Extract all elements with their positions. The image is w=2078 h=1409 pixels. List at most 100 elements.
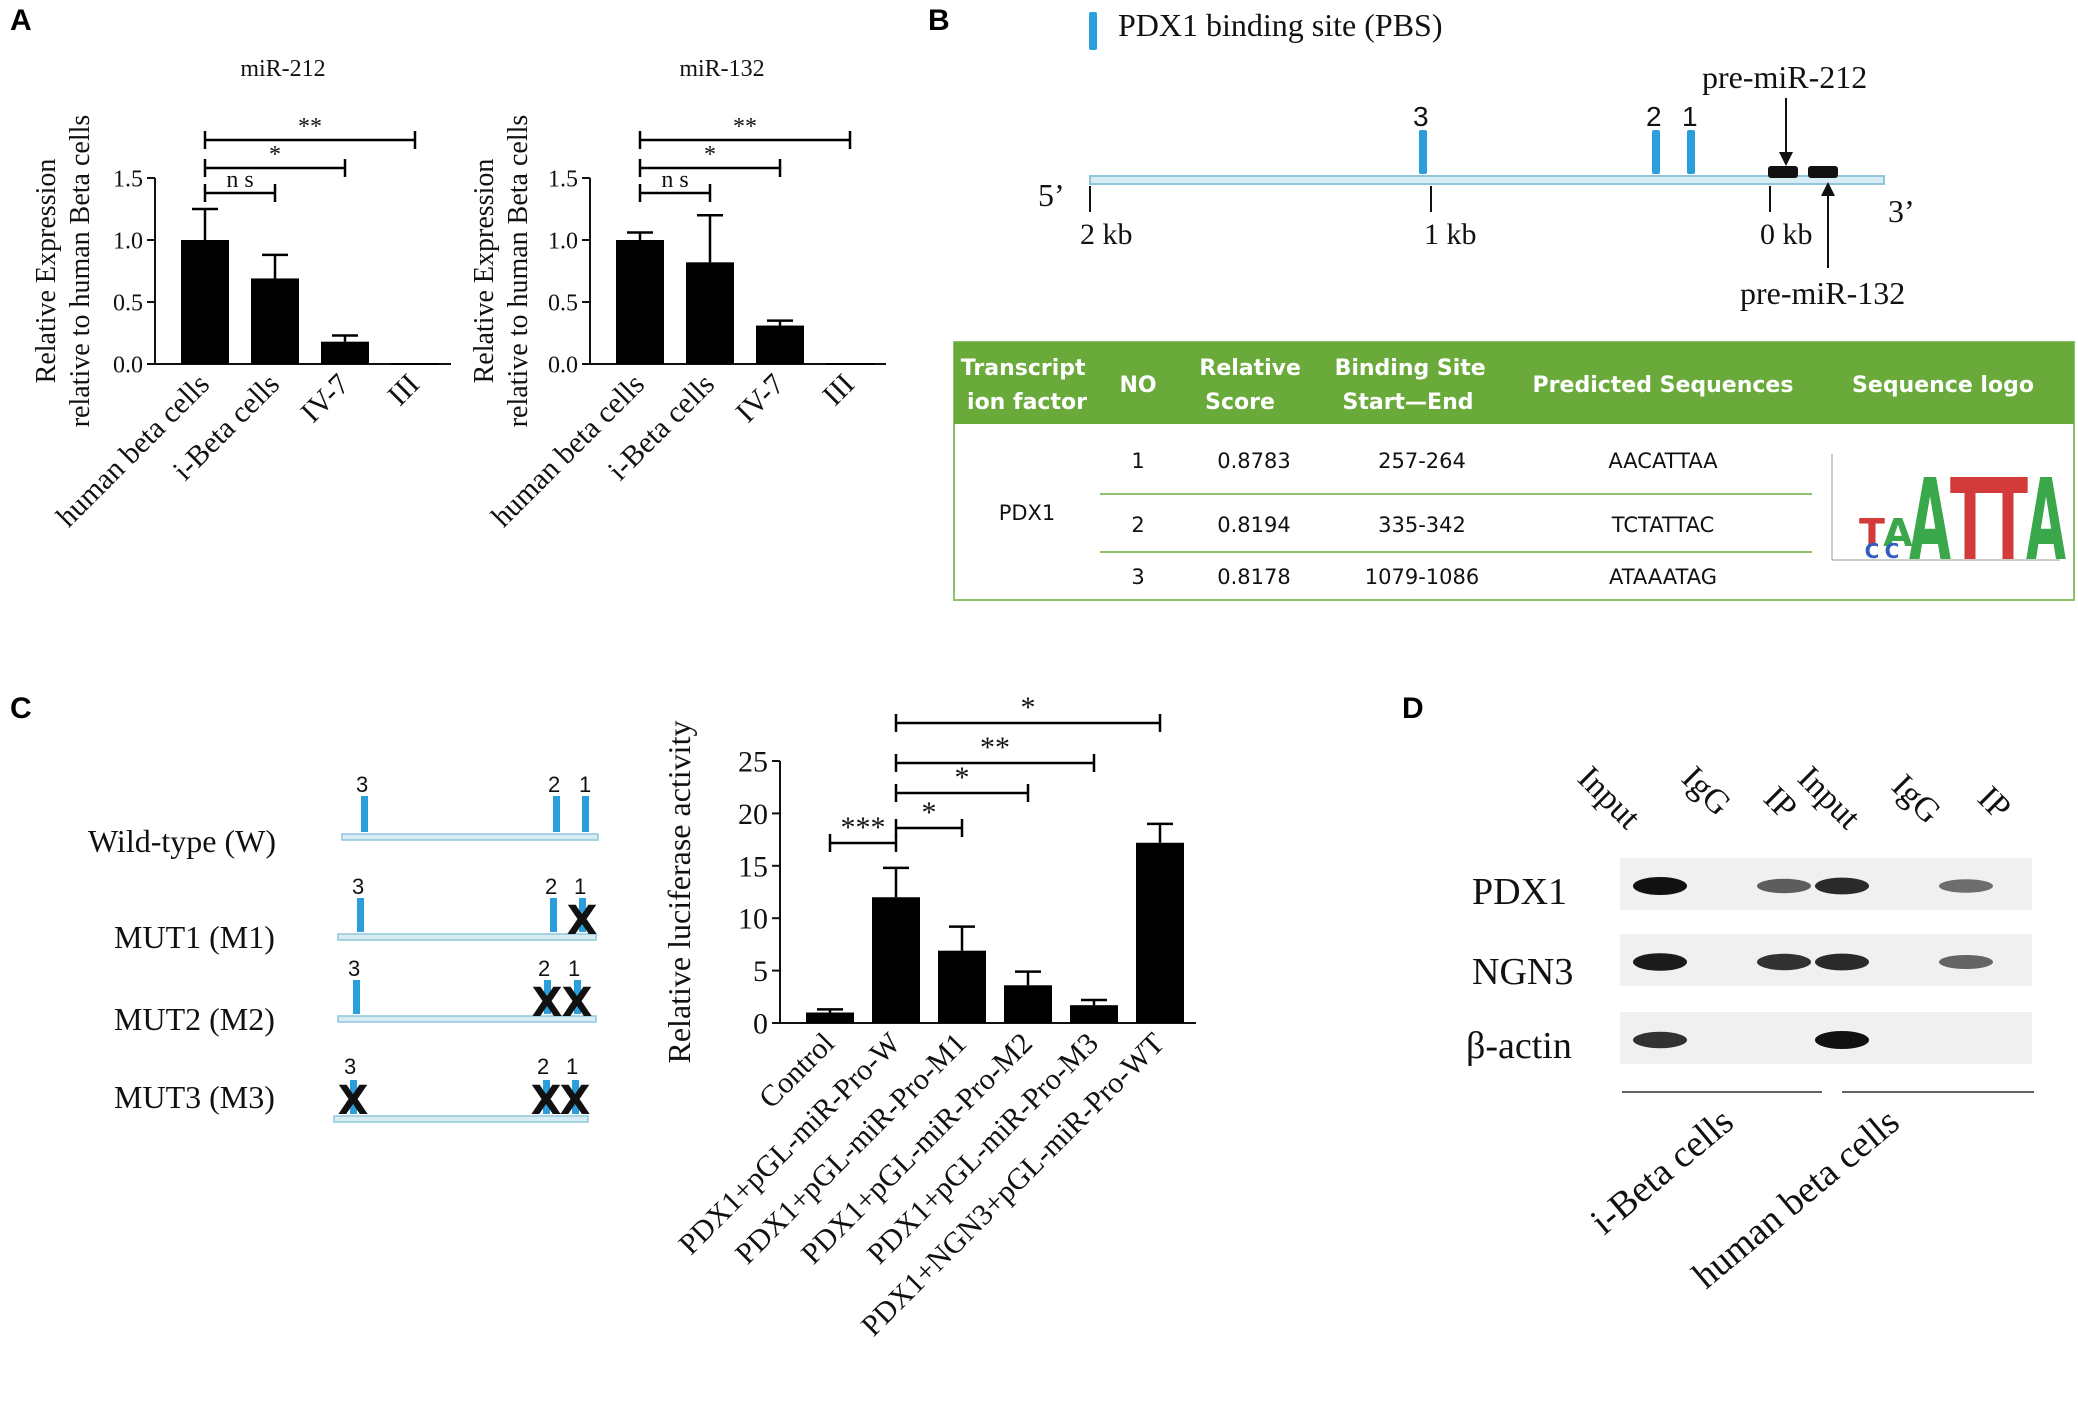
table-header-sequences: Predicted Sequences — [1533, 373, 1794, 398]
mutation-mark-icon: X — [567, 898, 598, 944]
construct-site-label: 1 — [568, 956, 580, 981]
construct-site-label: 3 — [352, 874, 364, 899]
construct-site — [544, 980, 551, 1014]
pre-mir-212-label: pre-miR-212 — [1702, 59, 1867, 95]
significance-label: * — [269, 142, 281, 168]
blot-band — [1939, 879, 1993, 893]
group-label-ibeta: i-Beta cells — [1583, 1100, 1742, 1243]
construct-site-label: 2 — [538, 956, 550, 981]
pbs-legend-icon — [1089, 12, 1097, 50]
category-label: IV-7 — [294, 368, 355, 429]
construct-label-m2: MUT2 (M2) — [114, 1001, 275, 1037]
table-row3-score: 0.8178 — [1217, 565, 1290, 589]
construct-site-label: 3 — [344, 1054, 356, 1079]
construct-label-wt: Wild-type (W) — [88, 823, 276, 859]
significance-label: ** — [980, 731, 1010, 764]
mutation-mark-icon: X — [531, 1078, 562, 1124]
construct-line — [341, 833, 599, 841]
binding-site-1 — [1687, 130, 1695, 174]
blot-band — [1815, 953, 1869, 971]
site-label-3: 3 — [1413, 101, 1429, 132]
chart-title: miR-212 — [240, 56, 325, 82]
significance-label: ** — [733, 114, 757, 140]
bar — [1136, 842, 1184, 1023]
y-tick-label: 0.0 — [113, 352, 143, 378]
logo-letter: A — [2026, 456, 2066, 586]
y-tick-label: 20 — [738, 798, 768, 831]
pre-mir-212-arrowhead — [1779, 152, 1793, 166]
binding-site-3 — [1419, 130, 1427, 174]
y-tick-label: 0.0 — [548, 352, 578, 378]
table-row1-score: 0.8783 — [1217, 449, 1290, 473]
category-label: IV-7 — [729, 368, 790, 429]
y-axis-label: Relative luciferase activity — [661, 721, 697, 1064]
y-tick-label: 0.5 — [113, 290, 143, 316]
y-tick-label: 5 — [753, 955, 768, 988]
panel-label-c: C — [10, 692, 32, 725]
construct-site — [361, 796, 368, 832]
pbs-legend-label: PDX1 binding site (PBS) — [1118, 7, 1442, 43]
table-row2-no: 2 — [1131, 513, 1144, 537]
y-tick-label: 25 — [738, 746, 768, 779]
construct-site-label: 1 — [566, 1054, 578, 1079]
construct-label-m1: MUT1 (M1) — [114, 919, 275, 955]
y-tick-label: 10 — [738, 903, 768, 936]
table-header-factor: Transcript ion factor — [961, 356, 1093, 415]
significance-label: n s — [661, 167, 688, 193]
western-blot: Input IgG IP Input IgG IP PDX1 NGN3 β-ac… — [1466, 759, 2034, 1297]
bar — [181, 240, 229, 364]
blot-band — [1815, 1031, 1869, 1049]
construct-diagrams: Wild-type (W) 3 2 1 MUT1 (M1) 3 2 1 X MU… — [88, 772, 599, 1124]
construct-site — [572, 1080, 579, 1114]
bar — [938, 950, 986, 1023]
sequence-logo: T A C C A T T A — [1831, 454, 2066, 586]
blot-band — [1633, 877, 1687, 895]
table-row2-sequence: TCTATTAC — [1611, 513, 1715, 537]
binding-site-2 — [1652, 130, 1660, 174]
bar — [251, 278, 299, 364]
table-header-bg — [954, 342, 2074, 424]
bar — [1070, 1005, 1118, 1023]
construct-site-label: 1 — [579, 772, 591, 797]
table-row1-range: 257-264 — [1378, 449, 1466, 473]
blot-band — [1757, 878, 1811, 894]
y-tick-label: 15 — [738, 850, 768, 883]
mutation-mark-icon: X — [338, 1078, 369, 1124]
y-axis-label: relative to human Beta cells — [65, 115, 96, 428]
logo-letter: A — [1909, 456, 1951, 586]
construct-site — [550, 898, 557, 932]
binding-site-table: Transcript ion factor NO Relative Score … — [953, 341, 2075, 601]
table-row1-no: 1 — [1131, 449, 1144, 473]
y-axis-label: Relative Expression — [469, 159, 500, 384]
mutation-mark-icon: X — [562, 980, 593, 1026]
significance-label: * — [704, 142, 716, 168]
blot-lane-label: IgG — [1884, 767, 1948, 831]
y-tick-label: 0.5 — [548, 290, 578, 316]
site-label-2: 2 — [1646, 101, 1662, 132]
category-label: III — [816, 368, 861, 413]
table-row3-range: 1079-1086 — [1365, 565, 1479, 589]
scale-label-0kb: 0 kb — [1760, 218, 1813, 251]
table-row1-sequence: AACATTAA — [1608, 449, 1718, 473]
table-row3-no: 3 — [1131, 565, 1144, 589]
blot-band — [1939, 955, 1993, 969]
construct-site-label: 2 — [537, 1054, 549, 1079]
construct-label-m3: MUT3 (M3) — [114, 1079, 275, 1115]
mutation-mark-icon: X — [560, 1078, 591, 1124]
table-row2-score: 0.8194 — [1217, 513, 1290, 537]
construct-site-label: 3 — [348, 956, 360, 981]
bar — [686, 262, 734, 364]
blot-row-label: NGN3 — [1472, 951, 1573, 993]
bar — [756, 325, 804, 364]
blot-band — [1633, 953, 1687, 971]
panel-b-schematic: PDX1 binding site (PBS) 5’ 3’ 2 kb 1 kb … — [1038, 7, 1915, 311]
blot-lane-label: IP — [1970, 779, 2018, 827]
panel-label-b: B — [928, 4, 950, 37]
blot-row-label: PDX1 — [1472, 871, 1567, 913]
bar — [616, 240, 664, 364]
pre-mir-212-box — [1768, 166, 1798, 178]
category-label: III — [381, 368, 426, 413]
